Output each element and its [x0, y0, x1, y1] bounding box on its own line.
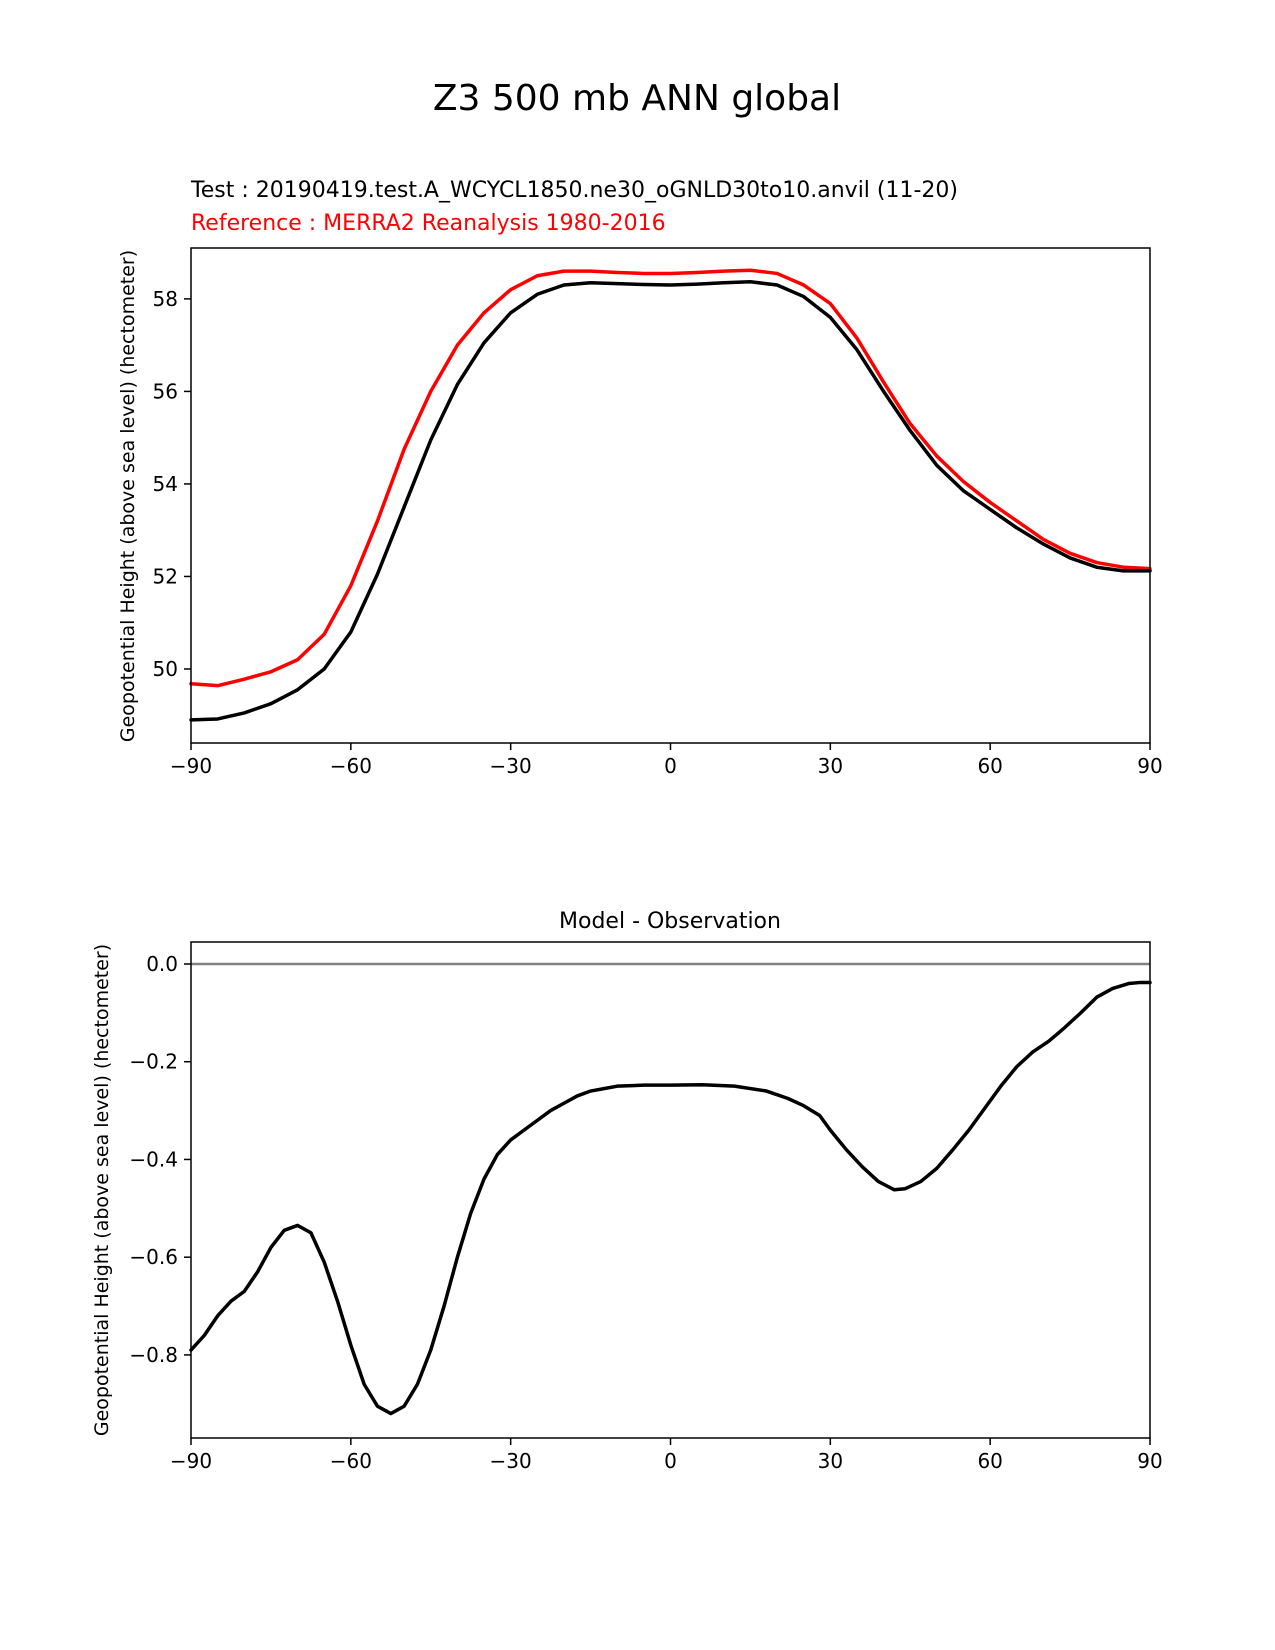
y-tick-label: −0.8: [129, 1343, 178, 1367]
x-tick-label: 60: [977, 754, 1002, 778]
bottom-panel-frame: [190, 941, 1151, 1439]
x-tick-label: −30: [490, 1449, 532, 1473]
bottom-panel-title: Model - Observation: [559, 909, 781, 934]
top-panel: Test : 20190419.test.A_WCYCL1850.ne30_oG…: [117, 178, 1163, 778]
x-tick-label: −30: [490, 754, 532, 778]
y-tick-label: 0.0: [146, 952, 178, 976]
top-panel-ylabel: Geopotential Height (above sea level) (h…: [117, 250, 139, 742]
figure-suptitle: Z3 500 mb ANN global: [433, 78, 841, 119]
bottom-panel-ylabel: Geopotential Height (above sea level) (h…: [91, 944, 113, 1436]
y-tick-label: 56: [153, 379, 178, 403]
top-panel-series: [189, 268, 1152, 722]
x-tick-label: −60: [330, 754, 372, 778]
x-tick-label: 90: [1137, 754, 1162, 778]
series-line-1-0: [189, 980, 1152, 1416]
series-line-0-1: [189, 280, 1152, 722]
y-tick-label: −0.2: [129, 1050, 178, 1074]
x-tick-label: 60: [977, 1449, 1002, 1473]
x-tick-label: 30: [818, 1449, 843, 1473]
y-tick-label: 58: [153, 287, 178, 311]
top-panel-frame: [190, 247, 1151, 744]
y-tick-label: 52: [153, 564, 178, 588]
x-tick-label: 0: [664, 754, 677, 778]
x-tick-label: 90: [1137, 1449, 1162, 1473]
x-tick-label: 0: [664, 1449, 677, 1473]
x-tick-label: −60: [330, 1449, 372, 1473]
y-tick-label: 54: [153, 472, 178, 496]
x-tick-label: −90: [170, 1449, 212, 1473]
y-tick-label: −0.4: [129, 1147, 178, 1171]
bottom-panel-ticks: −90 −60 −30 0 30 60 90 0.0 −0.2 −0.4 −0.6 −0.8: [129, 952, 1162, 1473]
top-panel-reference-title: Reference : MERRA2 Reanalysis 1980-2016: [191, 211, 666, 236]
y-tick-label: −0.6: [129, 1245, 178, 1269]
y-tick-label: 50: [153, 657, 178, 681]
x-tick-label: −90: [170, 754, 212, 778]
top-panel-test-title: Test : 20190419.test.A_WCYCL1850.ne30_oG…: [190, 178, 958, 203]
bottom-panel: Model - Observation −90 −60 −30 0 30 60 900.0−…: [91, 909, 1163, 1473]
x-tick-label: 30: [818, 754, 843, 778]
top-panel-ticks: −90 −60 −30 0 30 60 90 50 52 54 56 58: [153, 287, 1163, 778]
bottom-panel-series: [189, 962, 1152, 1416]
series-line-0-0: [189, 268, 1152, 688]
